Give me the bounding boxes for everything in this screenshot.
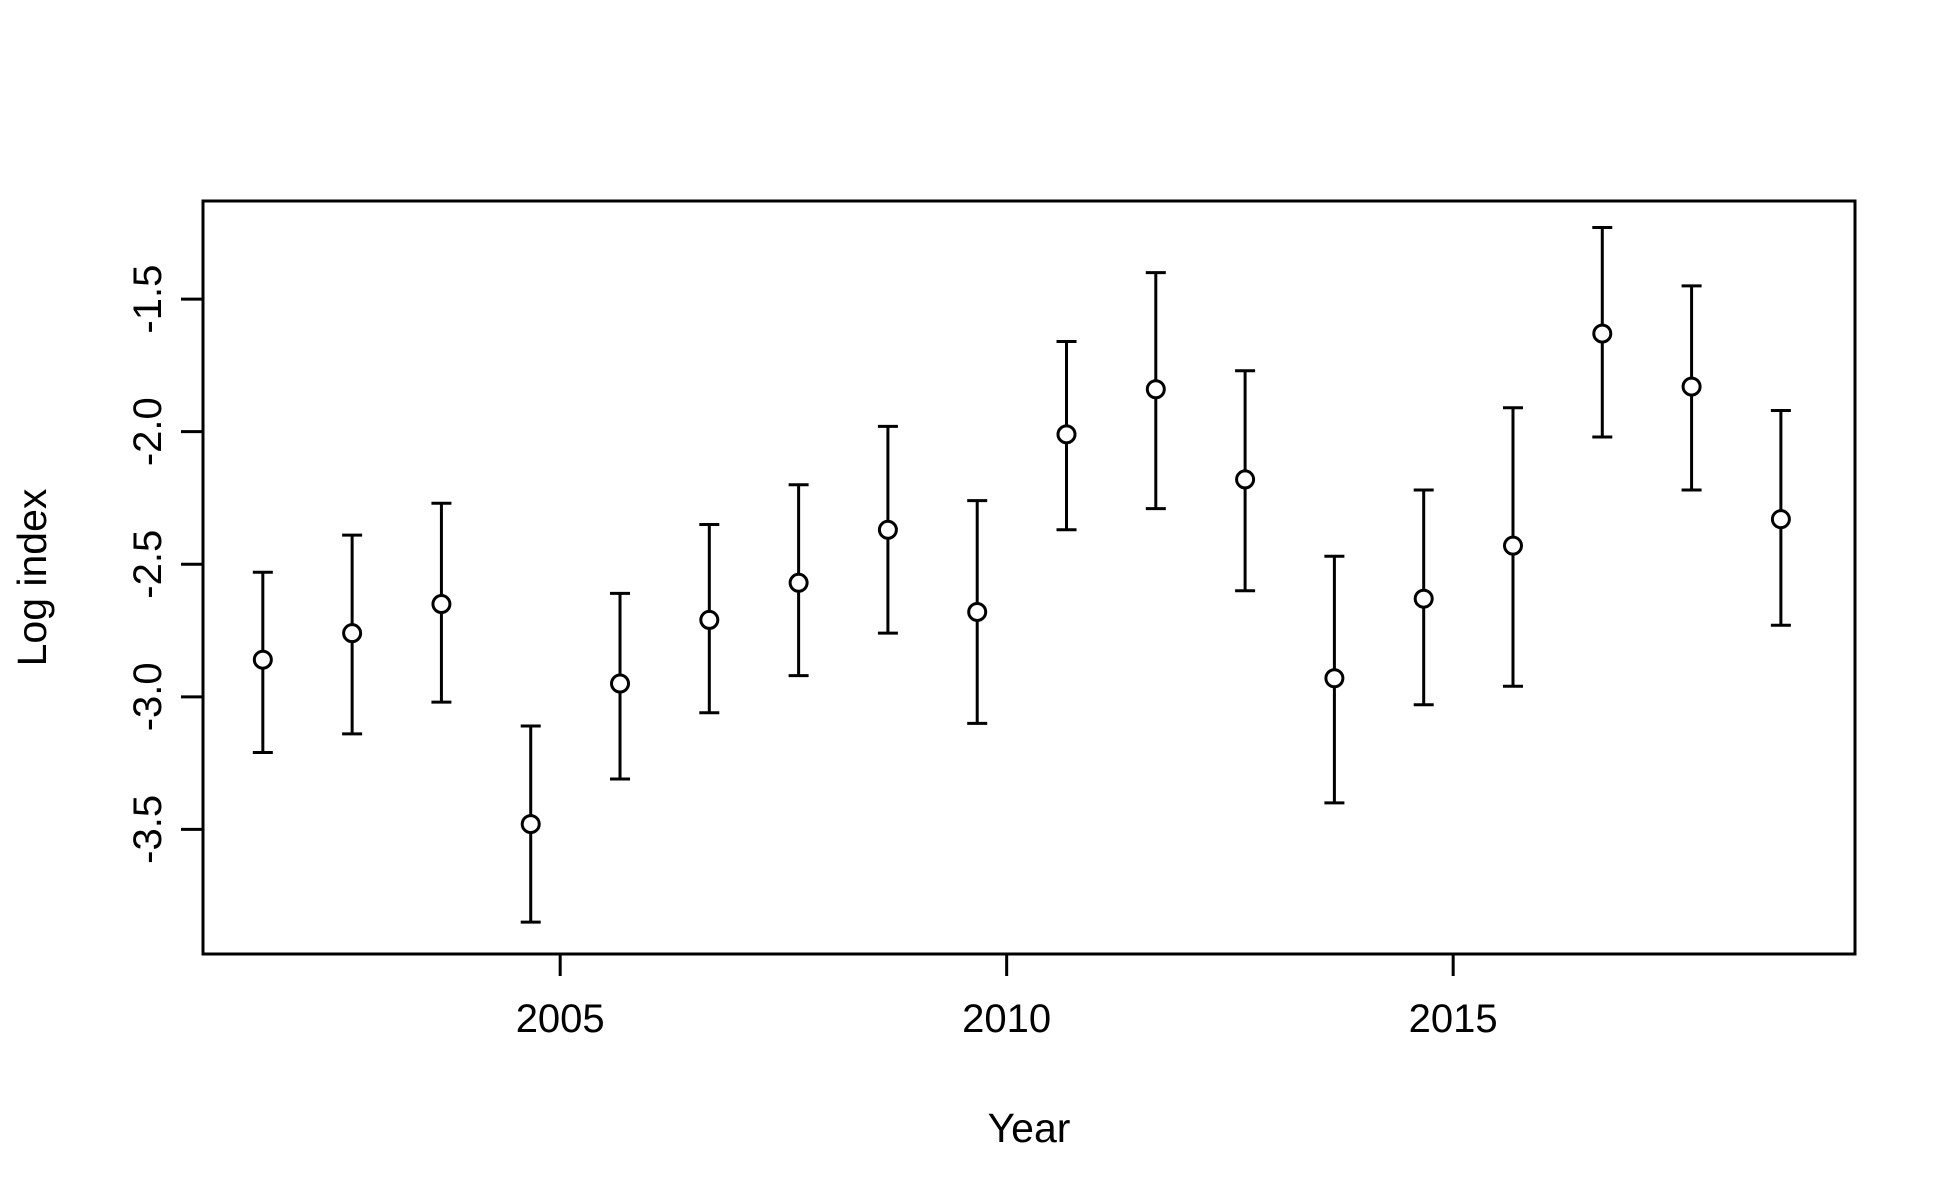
data-point — [877, 519, 898, 540]
y-tick-label: -3.0 — [126, 662, 170, 731]
data-point — [699, 609, 720, 630]
data-point — [1324, 668, 1345, 689]
data-point — [431, 594, 452, 615]
x-tick-label: 2015 — [1409, 997, 1498, 1041]
x-tick-label: 2010 — [962, 997, 1051, 1041]
plot-area — [201, 199, 1857, 956]
x-tick-label: 2005 — [516, 997, 605, 1041]
x-axis: 2005 2010 2015 — [516, 952, 1498, 1041]
data-point — [1592, 323, 1613, 344]
data-point — [1235, 469, 1256, 490]
data-points — [252, 323, 1791, 835]
plot-frame — [201, 199, 1857, 956]
data-point — [1770, 509, 1791, 530]
y-tick-label: -2.0 — [126, 397, 170, 466]
data-point — [342, 623, 363, 644]
y-tick-label: -3.5 — [126, 795, 170, 864]
data-point — [1056, 424, 1077, 445]
x-axis-title: Year — [988, 1105, 1071, 1151]
y-axis-title: Log index — [9, 488, 55, 666]
error-bars — [252, 226, 1791, 924]
y-tick-label: -1.5 — [126, 265, 170, 334]
data-point — [967, 601, 988, 622]
data-point — [1413, 588, 1434, 609]
data-point — [1145, 379, 1166, 400]
data-point — [1502, 535, 1523, 556]
data-point — [610, 673, 631, 694]
y-tick-label: -2.5 — [126, 530, 170, 599]
data-point — [520, 814, 541, 835]
data-point — [1681, 376, 1702, 397]
data-point — [252, 649, 273, 670]
data-point — [788, 572, 809, 593]
y-axis: -3.5 -3.0 -2.5 -2.0 -1.5 — [126, 265, 205, 864]
